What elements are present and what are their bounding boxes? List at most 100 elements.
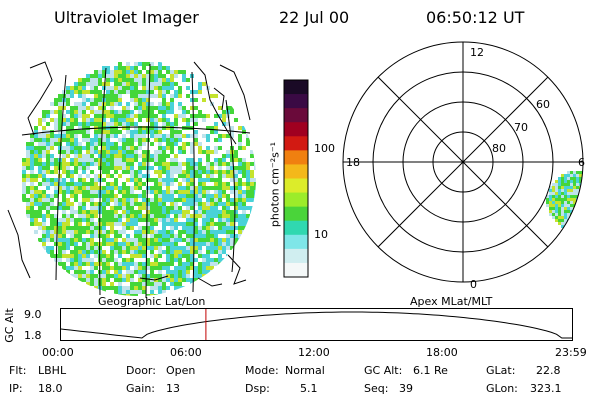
- emission-pixel: [242, 126, 246, 130]
- emission-pixel: [86, 78, 90, 82]
- emission-pixel: [202, 230, 206, 234]
- emission-pixel: [158, 170, 162, 174]
- emission-pixel: [218, 178, 222, 182]
- emission-pixel: [162, 286, 166, 290]
- emission-pixel: [206, 186, 210, 190]
- emission-pixel: [246, 134, 250, 138]
- emission-pixel: [46, 150, 50, 154]
- emission-pixel: [226, 238, 230, 242]
- emission-pixel: [78, 246, 82, 250]
- emission-pixel: [206, 226, 210, 230]
- emission-pixel: [210, 230, 214, 234]
- polar-emission-pixel: [579, 204, 582, 207]
- emission-pixel: [214, 122, 218, 126]
- emission-pixel: [166, 82, 170, 86]
- emission-pixel: [126, 222, 130, 226]
- emission-pixel: [134, 78, 138, 82]
- emission-pixel: [114, 238, 118, 242]
- emission-pixel: [118, 262, 122, 266]
- emission-pixel: [46, 226, 50, 230]
- emission-pixel: [126, 202, 130, 206]
- polar-emission-pixel: [588, 219, 591, 222]
- emission-pixel: [190, 230, 194, 234]
- emission-pixel: [166, 106, 170, 110]
- emission-pixel: [82, 102, 86, 106]
- emission-pixel: [150, 266, 154, 270]
- emission-pixel: [30, 150, 34, 154]
- emission-pixel: [90, 242, 94, 246]
- emission-pixel: [78, 102, 82, 106]
- emission-pixel: [118, 62, 122, 66]
- emission-pixel: [170, 282, 174, 286]
- emission-pixel: [50, 222, 54, 226]
- emission-pixel: [26, 210, 30, 214]
- emission-pixel: [62, 134, 66, 138]
- emission-pixel: [194, 118, 198, 122]
- emission-pixel: [190, 258, 194, 262]
- polar-emission-pixel: [549, 213, 552, 216]
- emission-pixel: [66, 122, 70, 126]
- emission-pixel: [142, 78, 146, 82]
- emission-pixel: [162, 234, 166, 238]
- emission-pixel: [158, 270, 162, 274]
- emission-pixel: [122, 82, 126, 86]
- emission-pixel: [166, 146, 170, 150]
- emission-pixel: [86, 262, 90, 266]
- emission-pixel: [150, 158, 154, 162]
- emission-pixel: [174, 250, 178, 254]
- emission-pixel: [70, 86, 74, 90]
- emission-pixel: [122, 70, 126, 74]
- emission-pixel: [122, 226, 126, 230]
- emission-pixel: [34, 222, 38, 226]
- emission-pixel: [182, 186, 186, 190]
- emission-pixel: [174, 218, 178, 222]
- emission-pixel: [74, 194, 78, 198]
- emission-pixel: [118, 246, 122, 250]
- emission-pixel: [158, 206, 162, 210]
- emission-pixel: [126, 198, 130, 202]
- emission-pixel: [174, 234, 178, 238]
- emission-pixel: [142, 282, 146, 286]
- emission-pixel: [58, 146, 62, 150]
- emission-pixel: [110, 226, 114, 230]
- emission-pixel: [38, 238, 42, 242]
- emission-pixel: [234, 158, 238, 162]
- emission-pixel: [126, 170, 130, 174]
- emission-pixel: [38, 142, 42, 146]
- polar-emission-pixel: [564, 210, 567, 213]
- colorbar: [283, 79, 309, 278]
- polar-emission-pixel: [558, 177, 561, 180]
- emission-pixel: [170, 98, 174, 102]
- emission-pixel: [78, 186, 82, 190]
- emission-pixel: [106, 142, 110, 146]
- emission-pixel: [114, 142, 118, 146]
- emission-pixel: [118, 154, 122, 158]
- emission-pixel: [182, 134, 186, 138]
- emission-pixel: [102, 274, 106, 278]
- emission-pixel: [74, 118, 78, 122]
- emission-pixel: [86, 254, 90, 258]
- emission-pixel: [226, 170, 230, 174]
- emission-pixel: [230, 218, 234, 222]
- polar-emission-pixel: [573, 180, 576, 183]
- polar-emission-pixel: [588, 204, 591, 207]
- emission-pixel: [42, 166, 46, 170]
- emission-pixel: [70, 182, 74, 186]
- polar-emission-pixel: [579, 210, 582, 213]
- emission-pixel: [174, 122, 178, 126]
- polar-emission-pixel: [585, 171, 588, 174]
- emission-pixel: [222, 222, 226, 226]
- emission-pixel: [118, 150, 122, 154]
- polar-emission-pixel: [573, 201, 576, 204]
- ip-value: 18.0: [38, 382, 63, 395]
- emission-pixel: [222, 218, 226, 222]
- polar-emission-pixel: [558, 195, 561, 198]
- emission-pixel: [42, 170, 46, 174]
- polar-emission-pixel: [570, 219, 573, 222]
- emission-pixel: [102, 194, 106, 198]
- polar-emission-pixel: [561, 198, 564, 201]
- emission-pixel: [138, 286, 142, 290]
- emission-pixel: [110, 98, 114, 102]
- emission-pixel: [46, 122, 50, 126]
- emission-pixel: [178, 214, 182, 218]
